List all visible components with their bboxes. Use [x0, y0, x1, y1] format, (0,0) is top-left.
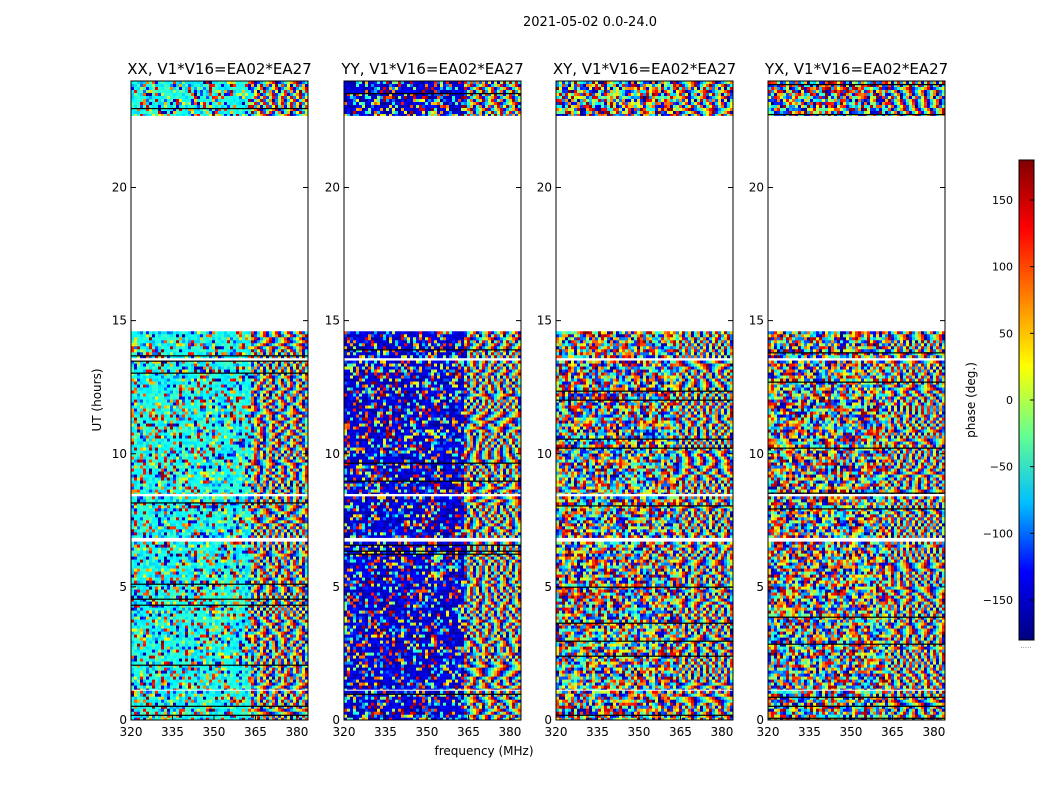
- heatmap-xy: [556, 81, 733, 720]
- x-tick-label: 335: [374, 725, 397, 739]
- x-tick-label: 380: [710, 725, 733, 739]
- x-tick-label: 365: [457, 725, 480, 739]
- panel-frame: [767, 80, 946, 721]
- colorbar-annotation: .....: [1020, 642, 1031, 650]
- colorbar: −150 −100 −50 0 50 100 150 phase (deg.).....: [964, 159, 1035, 650]
- x-tick-label: 320: [333, 725, 356, 739]
- x-tick-label: 380: [922, 725, 945, 739]
- x-tick-label: 350: [416, 725, 439, 739]
- panel-xy: XY, V1*V16=EA02*EA27 0 5 10 15 20 320 335 350 365…: [537, 60, 736, 739]
- x-tick-label: 350: [628, 725, 651, 739]
- figure-title: 2021-05-02 0.0-24.0: [523, 15, 657, 30]
- y-tick-label: 5: [544, 580, 552, 594]
- colorbar-tick-label: 150: [992, 194, 1013, 207]
- y-tick-label: 10: [112, 447, 127, 461]
- x-tick-label: 335: [161, 725, 184, 739]
- y-tick-label: 20: [112, 181, 127, 195]
- colorbar-tick-label: −100: [983, 527, 1013, 540]
- y-tick-label: 20: [749, 181, 764, 195]
- x-tick-label: 320: [545, 725, 568, 739]
- x-tick-label: 335: [586, 725, 609, 739]
- y-tick-label: 0: [756, 713, 764, 727]
- colorbar-tick-label: 50: [999, 327, 1013, 340]
- y-tick-label: 20: [537, 181, 552, 195]
- x-tick-label: 350: [840, 725, 863, 739]
- x-tick-label: 320: [757, 725, 780, 739]
- panel-title: XX, V1*V16=EA02*EA27: [127, 60, 311, 78]
- y-tick-label: 5: [756, 580, 764, 594]
- y-tick-label: 10: [325, 447, 340, 461]
- y-tick-label: 10: [749, 447, 764, 461]
- panel-frame: [555, 80, 734, 721]
- x-tick-label: 320: [120, 725, 143, 739]
- y-tick-label: 0: [544, 713, 552, 727]
- panel-frame: [130, 80, 309, 721]
- panel-title: XY, V1*V16=EA02*EA27: [553, 60, 736, 78]
- y-tick-label: 20: [325, 181, 340, 195]
- y-tick-label: 15: [537, 314, 552, 328]
- x-tick-label: 365: [244, 725, 267, 739]
- colorbar-tick-label: 0: [1006, 394, 1013, 407]
- x-axis-label: frequency (MHz): [434, 744, 533, 758]
- panel-yx: YX, V1*V16=EA02*EA27 0 5 10 15 20 320 335 350 365…: [749, 60, 948, 739]
- y-tick-label: 15: [749, 314, 764, 328]
- x-tick-label: 335: [798, 725, 821, 739]
- x-tick-label: 380: [285, 725, 308, 739]
- y-tick-label: 0: [332, 713, 340, 727]
- x-tick-label: 365: [669, 725, 692, 739]
- heatmap-yy: [344, 81, 521, 720]
- panel-frame: [343, 80, 522, 721]
- y-tick-label: 5: [332, 580, 340, 594]
- y-tick-label: 15: [112, 314, 127, 328]
- panel-title: YX, V1*V16=EA02*EA27: [764, 60, 948, 78]
- panels-group: XX, V1*V16=EA02*EA27 0 5 10 15 20 320 335 350 365…: [90, 60, 948, 758]
- colorbar-tick-label: 100: [992, 261, 1013, 274]
- y-axis-label: UT (hours): [90, 368, 104, 431]
- y-tick-label: 10: [537, 447, 552, 461]
- x-tick-label: 350: [203, 725, 226, 739]
- colorbar-tick-label: −50: [990, 461, 1013, 474]
- y-tick-label: 15: [325, 314, 340, 328]
- x-tick-label: 380: [498, 725, 521, 739]
- x-tick-label: 365: [881, 725, 904, 739]
- colorbar-tick-label: −150: [983, 594, 1013, 607]
- panel-yy: YY, V1*V16=EA02*EA27 0 5 10 15 20 320 335 350 365…: [325, 60, 524, 739]
- panel-xx: XX, V1*V16=EA02*EA27 0 5 10 15 20 320 335 350 365…: [112, 60, 312, 739]
- colorbar-label: phase (deg.): [964, 362, 978, 438]
- panel-title: YY, V1*V16=EA02*EA27: [340, 60, 523, 78]
- heatmap-yx: [768, 81, 945, 720]
- y-tick-label: 0: [119, 713, 127, 727]
- heatmap-xx: [131, 81, 308, 720]
- y-tick-label: 5: [119, 580, 127, 594]
